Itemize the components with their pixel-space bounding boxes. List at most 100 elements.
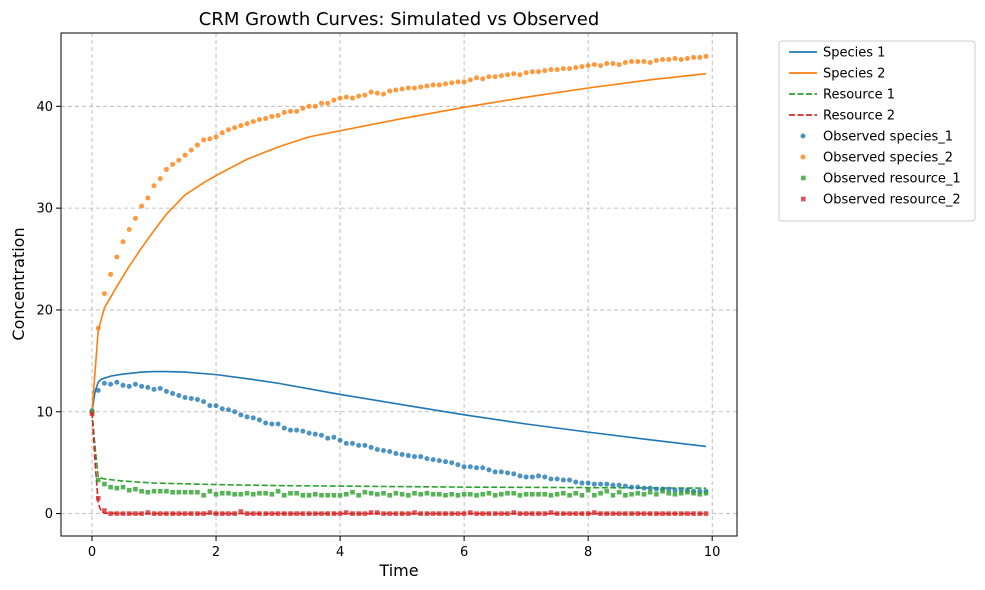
data-point-observed-resource-2 xyxy=(536,511,541,516)
data-point-observed-resource-2 xyxy=(157,511,163,516)
legend-label: Resource 2 xyxy=(823,109,895,124)
data-point-observed-resource-1 xyxy=(654,491,659,497)
data-point-observed-resource-2 xyxy=(170,511,175,516)
data-point-observed-resource-1 xyxy=(561,490,566,496)
data-point-observed-resource-1 xyxy=(387,492,392,498)
data-point-observed-resource-2 xyxy=(114,511,120,516)
data-point-observed-resource-2 xyxy=(226,511,231,516)
data-point-observed-resource-1 xyxy=(666,490,672,496)
data-point-observed-resource-1 xyxy=(102,481,107,487)
data-point-observed-species-2 xyxy=(306,103,312,109)
data-point-observed-species-1 xyxy=(393,451,399,457)
data-point-observed-species-2 xyxy=(517,72,523,78)
data-point-observed-species-2 xyxy=(691,54,697,60)
data-point-observed-resource-2 xyxy=(685,511,690,516)
data-point-observed-resource-2 xyxy=(480,511,486,516)
data-point-observed-species-1 xyxy=(405,453,411,459)
data-point-observed-species-1 xyxy=(145,384,151,390)
data-point-observed-species-1 xyxy=(585,480,591,486)
data-point-observed-resource-1 xyxy=(108,484,113,490)
data-point-observed-species-2 xyxy=(560,66,566,72)
legend-swatch-observed-species-2 xyxy=(800,154,806,160)
data-point-observed-species-1 xyxy=(647,485,653,491)
data-point-observed-species-2 xyxy=(449,80,455,86)
data-point-observed-species-1 xyxy=(163,388,169,394)
data-point-observed-species-2 xyxy=(610,61,616,67)
data-point-observed-species-2 xyxy=(120,239,126,245)
data-point-observed-species-1 xyxy=(399,452,405,458)
data-point-observed-species-2 xyxy=(703,53,709,59)
data-point-observed-resource-1 xyxy=(362,489,368,495)
data-point-observed-resource-2 xyxy=(703,511,709,516)
data-point-observed-resource-1 xyxy=(480,491,486,497)
data-point-observed-resource-2 xyxy=(573,511,579,516)
data-point-observed-species-1 xyxy=(598,481,604,487)
data-point-observed-resource-2 xyxy=(511,510,517,515)
data-point-observed-species-1 xyxy=(380,447,386,453)
data-point-observed-resource-2 xyxy=(406,511,411,516)
data-point-observed-species-2 xyxy=(436,82,442,88)
data-point-observed-resource-1 xyxy=(573,490,579,496)
data-point-observed-resource-1 xyxy=(443,492,448,498)
data-point-observed-species-2 xyxy=(287,108,293,114)
data-point-observed-resource-1 xyxy=(468,491,473,497)
y-tick-label: 30 xyxy=(36,202,53,217)
data-point-observed-species-2 xyxy=(641,59,647,65)
data-point-observed-species-1 xyxy=(269,421,275,427)
data-point-observed-resource-2 xyxy=(325,511,330,516)
data-point-observed-resource-2 xyxy=(437,511,442,516)
legend-label: Species 2 xyxy=(823,67,885,82)
data-point-observed-species-1 xyxy=(368,444,374,450)
data-point-observed-species-1 xyxy=(139,383,145,389)
data-point-observed-species-1 xyxy=(492,469,498,475)
data-point-observed-species-1 xyxy=(567,477,573,483)
data-point-observed-species-2 xyxy=(108,271,114,277)
legend-label: Species 1 xyxy=(823,46,885,61)
series-line-species-2 xyxy=(91,72,707,412)
data-point-observed-resource-2 xyxy=(412,510,417,515)
legend: Species 1 Species 2 Resource 1 Resource 2 Ob… xyxy=(778,40,976,222)
data-point-observed-resource-1 xyxy=(567,492,572,498)
data-point-observed-resource-2 xyxy=(244,511,250,516)
data-point-observed-species-1 xyxy=(536,473,542,479)
x-axis-label: Time xyxy=(378,561,418,580)
data-point-observed-species-2 xyxy=(672,55,678,61)
data-point-observed-resource-1 xyxy=(554,491,560,497)
data-point-observed-resource-1 xyxy=(641,491,647,497)
data-point-observed-species-2 xyxy=(660,56,666,62)
data-point-observed-resource-2 xyxy=(468,510,473,515)
legend-label: Observed resource_1 xyxy=(823,172,961,187)
data-point-observed-species-2 xyxy=(393,87,399,93)
data-point-observed-species-2 xyxy=(579,64,585,70)
data-point-observed-resource-1 xyxy=(368,490,374,496)
data-point-observed-species-1 xyxy=(194,397,200,403)
data-point-observed-species-1 xyxy=(306,430,312,436)
data-point-observed-species-2 xyxy=(176,157,182,163)
data-point-observed-resource-2 xyxy=(312,511,318,516)
data-point-observed-resource-2 xyxy=(281,511,287,516)
data-point-observed-species-1 xyxy=(318,432,324,438)
x-tick-label: 10 xyxy=(704,545,721,560)
data-point-observed-species-1 xyxy=(300,428,306,434)
chart-title: CRM Growth Curves: Simulated vs Observed xyxy=(199,9,600,30)
data-point-observed-resource-2 xyxy=(306,511,312,516)
data-point-observed-resource-1 xyxy=(418,491,424,497)
data-point-observed-resource-1 xyxy=(437,491,442,497)
data-point-observed-species-2 xyxy=(343,94,349,100)
data-point-observed-resource-1 xyxy=(474,492,479,498)
data-point-observed-resource-2 xyxy=(567,511,572,516)
data-point-observed-species-1 xyxy=(461,464,467,470)
y-axis-label: Concentration xyxy=(9,227,28,340)
data-point-observed-species-1 xyxy=(126,383,132,389)
data-point-observed-species-2 xyxy=(666,56,672,62)
data-point-observed-resource-2 xyxy=(232,511,237,516)
data-point-observed-species-2 xyxy=(598,63,604,69)
data-point-observed-resource-2 xyxy=(542,511,548,516)
data-point-observed-resource-1 xyxy=(635,490,641,496)
data-point-observed-resource-1 xyxy=(257,490,262,496)
data-point-observed-species-2 xyxy=(157,176,163,182)
data-point-observed-resource-2 xyxy=(300,511,306,516)
data-point-observed-species-1 xyxy=(480,465,486,471)
legend-label: Observed resource_2 xyxy=(823,193,961,208)
data-point-observed-species-1 xyxy=(244,414,250,420)
